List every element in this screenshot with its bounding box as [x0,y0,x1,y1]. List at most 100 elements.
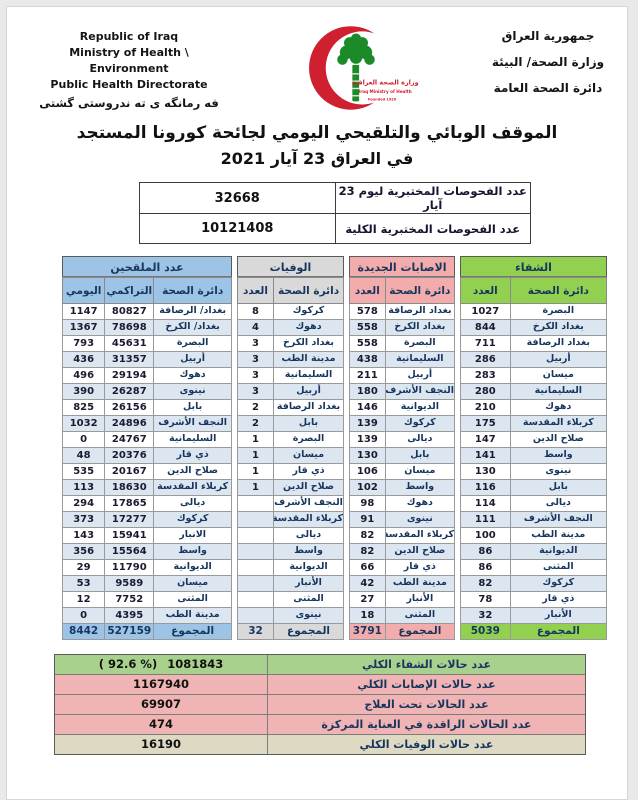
table-cell: 141 [460,447,511,464]
table-cell: 130 [460,463,511,480]
table-row: الديوانية 86 [460,543,608,560]
arabic-line: وزارة الصحة/ البيئة [491,55,605,69]
column-header: دائرة الصحة [153,277,232,304]
table-row: المثنى 86 [460,559,608,576]
table-cell: بغداد الرصافة [273,399,344,416]
table-cell: المثنى [273,591,344,608]
report-title: الموقف الوبائي والتلقيحي اليومي لجائحة ك… [7,123,627,168]
summary-label: عدد الحالات تحت العلاج [267,695,585,714]
table-row: مدينة الطب 42 [349,575,456,592]
table-cell: 9589 [104,575,155,592]
table-cell: نينوى [153,383,232,400]
table-row: بغداد الرصافة 2 [236,399,344,416]
summary-value: ( 92.6 %) 1081843 [55,655,267,674]
summary-value: 69907 [55,695,267,714]
table-row: ذي قار 66 [349,559,456,576]
table-row: واسط 102 [349,479,456,496]
table-cell: 139 [349,415,386,432]
table-cell: 1 [236,479,275,496]
table-cell [236,495,275,512]
table-row: نينوى [236,607,344,624]
table-cell: 45631 [104,335,155,352]
table-row: كركوك 8 [236,303,344,320]
table-cell: 29 [61,559,106,576]
table-cell: 844 [460,319,511,336]
table-cell: 42 [349,575,386,592]
table-cell: 24767 [104,431,155,448]
table-cell: 32 [460,607,511,624]
summary-label: عدد الحالات الراقدة في العناية المركزة [267,715,585,734]
table-cell: 143 [61,527,106,544]
table-row: واسط 141 [460,447,608,464]
table-row: السليمانية 280 [460,383,608,400]
table-cell: 3 [236,367,275,384]
table-cell: الديوانية [509,543,608,560]
table-cell: 18630 [104,479,155,496]
table-cell: 0 [61,431,106,448]
table-cell: 53 [61,575,106,592]
table-cell: 130 [349,447,386,464]
table-cell: بغداد الكرخ [509,319,608,336]
table-cell: السليمانية [509,383,608,400]
table-row: المثنى 7752 12 [61,591,232,608]
table-cell: 210 [460,399,511,416]
table-row: ذي قار 20376 48 [61,447,232,464]
table-cell: البصرة [509,303,608,320]
table-cell: ميسان [273,447,344,464]
table-cell: أربيل [153,351,232,368]
table-row: ميسان 1 [236,447,344,464]
table-cell: كركوك [273,303,344,320]
column-header: دائرة الصحة [384,277,456,304]
table-cell: 11790 [104,559,155,576]
table-cell [236,543,275,560]
table-cell: 100 [460,527,511,544]
table-cell: ديالى [384,431,456,448]
table-cell: 31357 [104,351,155,368]
table-row: كربلاء المقدسة 175 [460,415,608,432]
table-row: كركوك 139 [349,415,456,432]
recoveries-table: الشفاء دائرة الصحة العدد البصرة 1027 بغداد ال… [460,256,608,640]
table-cell: 116 [460,479,511,496]
table-cell: بابل [273,415,344,432]
table-cell: الديوانية [273,559,344,576]
table-cell: 78698 [104,319,155,336]
table-row: ذي قار 1 [236,463,344,480]
table-row: الديوانية 11790 29 [61,559,232,576]
table-row: البصرة 558 [349,335,456,352]
table-cell: 4395 [104,607,155,624]
summary-value: 16190 [55,735,267,754]
table-cell: 496 [61,367,106,384]
table-row: ديالى 114 [460,495,608,512]
table-row: واسط [236,543,344,560]
report-title-line2: في العراق 23 آيار 2021 [220,149,414,168]
table-cell: ذي قار [153,447,232,464]
table-cell: 1367 [61,319,106,336]
summary-label: عدد حالات الشفاء الكلي [267,655,585,674]
table-cell: بابل [384,447,456,464]
english-line: Ministry of Health \ Environment [69,45,189,75]
table-cell: دهوك [384,495,456,512]
table-row: صلاح الدين 82 [349,543,456,560]
table-cell: 91 [349,511,386,528]
table-cell: 438 [349,351,386,368]
table-cell: المثنى [153,591,232,608]
summary-row: عدد الحالات الراقدة في العناية المركزة 47… [55,715,585,735]
table-cell: واسط [153,543,232,560]
table-cell: 436 [61,351,106,368]
arabic-line: جمهورية العراق [501,29,595,43]
table-row: أربيل 31357 436 [61,351,232,368]
table-row: دهوك 4 [236,319,344,336]
table-cell: 175 [460,415,511,432]
table-cell: صلاح الدين [384,543,456,560]
table-row: أربيل 3 [236,383,344,400]
table-cell: مدينة الطب [509,527,608,544]
table-cell: الانبار [153,527,232,544]
document-page: Republic of Iraq Ministry of Health \ En… [6,6,628,800]
table-title: الاصابات الجديدة [349,256,455,277]
table-cell: السليمانية [153,431,232,448]
ministry-of-health-logo: وزارة الصحة العراقية Iraq Ministry of He… [293,21,419,121]
table-cell: ذي قار [509,591,608,608]
table-row: بغداد الكرخ 558 [349,319,456,336]
total-cell: 5039 [460,623,511,640]
table-cell: 180 [349,383,386,400]
